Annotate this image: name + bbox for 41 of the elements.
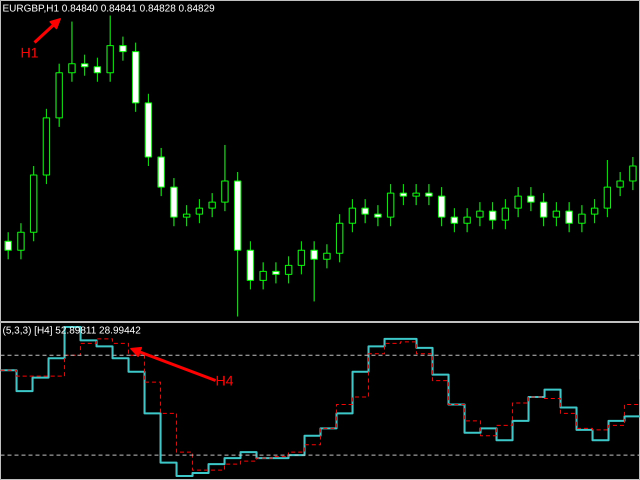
annotation: H4: [216, 372, 234, 388]
candlestick: [616, 172, 624, 197]
candlestick: [4, 232, 12, 260]
candlestick: [348, 198, 356, 233]
candlestick: [298, 240, 306, 275]
candlestick: [196, 198, 204, 224]
candlestick: [502, 198, 510, 230]
candlestick: [590, 198, 598, 224]
candlestick: [514, 186, 522, 218]
candlestick: [438, 186, 446, 227]
candlestick: [208, 192, 216, 218]
candlestick: [552, 202, 560, 227]
candlestick: [540, 192, 548, 227]
candlestick: [94, 57, 102, 82]
candlestick: [17, 222, 25, 260]
candlestick: [323, 244, 331, 269]
candlestick: [284, 256, 292, 284]
candlestick: [604, 159, 612, 218]
candlestick: [361, 198, 369, 224]
candlestick: [629, 156, 637, 191]
candlestick: [80, 54, 88, 76]
candlestick: [259, 262, 267, 290]
candlestick: [221, 144, 229, 212]
candlestick: [578, 204, 586, 233]
candlestick: [488, 202, 496, 230]
candlestick: [450, 208, 458, 233]
candlestick: [425, 184, 433, 206]
candlestick: [68, 21, 76, 82]
candlestick: [476, 202, 484, 227]
candlestick: [400, 184, 408, 206]
annotation: H1: [20, 44, 39, 60]
candlestick: [374, 204, 382, 227]
candlestick: [310, 240, 318, 302]
candlestick: [119, 36, 127, 62]
candlestick: [463, 208, 471, 233]
candlestick: [565, 202, 573, 233]
chart-title: EURGBP,H1 0.84840 0.84841 0.84828 0.84829: [2, 4, 216, 14]
candlestick: [272, 262, 280, 284]
candlestick: [527, 186, 535, 212]
candlestick: [182, 204, 190, 227]
candlestick: [412, 184, 420, 206]
